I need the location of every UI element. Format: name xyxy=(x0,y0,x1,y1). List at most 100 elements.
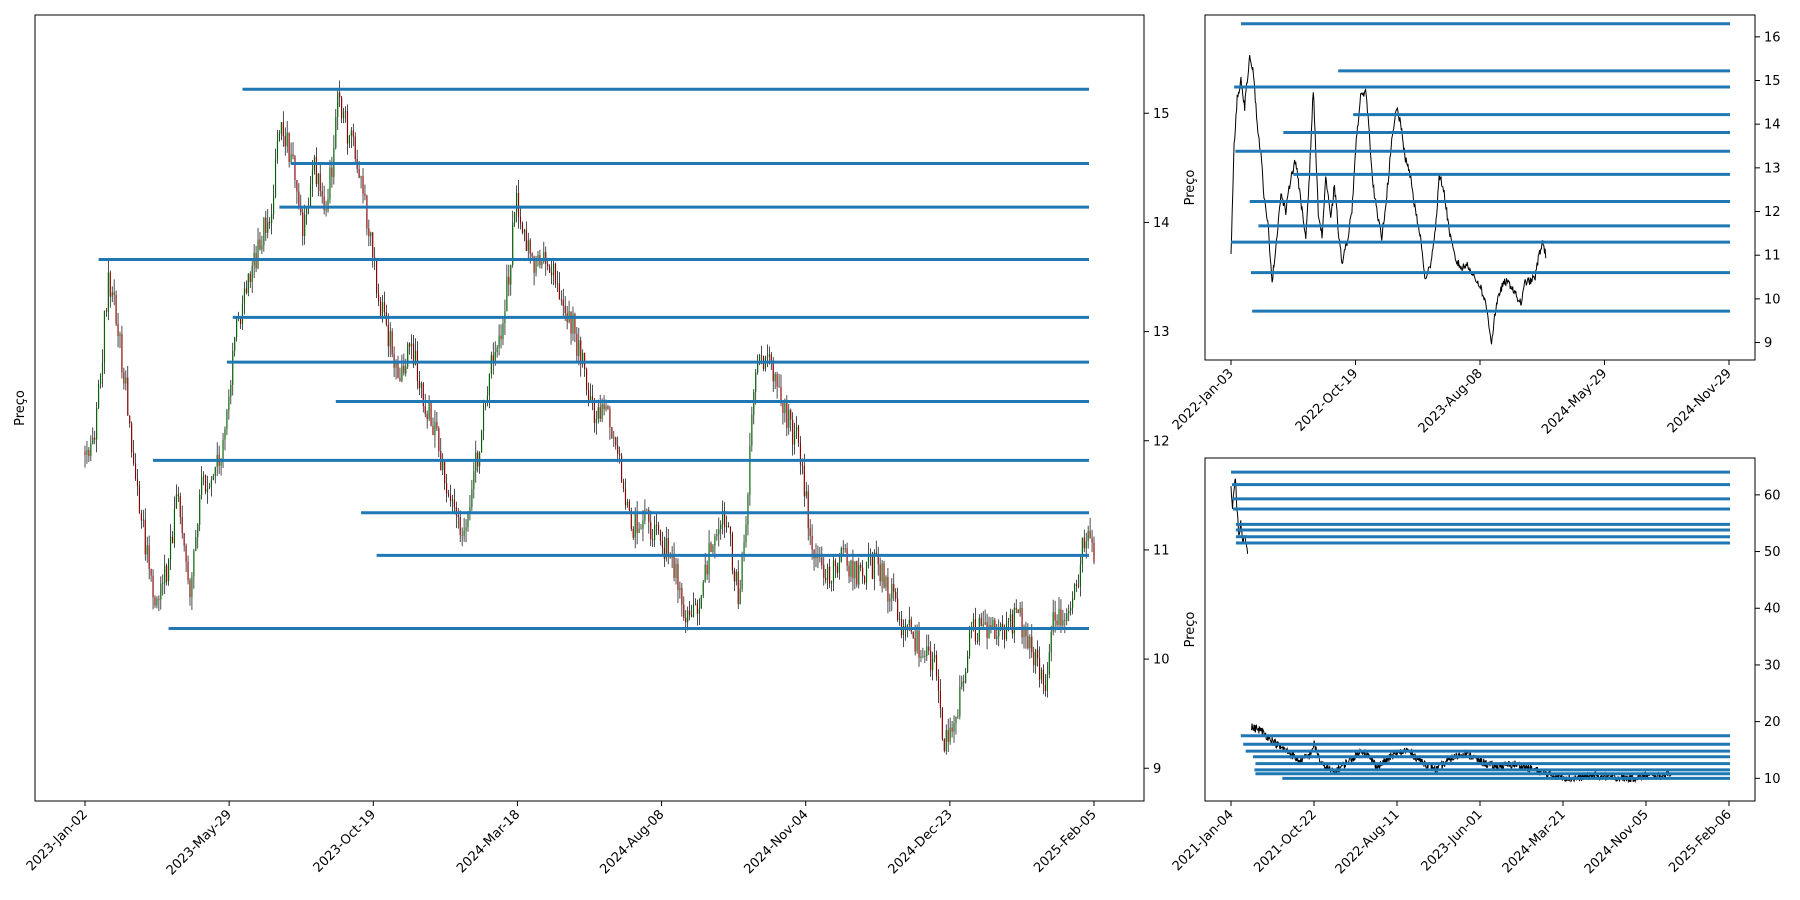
candle-body xyxy=(1044,684,1046,691)
candle-body xyxy=(302,212,304,236)
candle-body xyxy=(708,543,710,575)
candle-body xyxy=(893,584,895,593)
candle-body xyxy=(510,265,512,285)
candle-body xyxy=(1017,609,1019,613)
candle-body xyxy=(1033,652,1035,666)
candle-body xyxy=(1011,614,1013,634)
candle-body xyxy=(681,588,683,605)
candle-body xyxy=(212,475,214,480)
candle-body xyxy=(377,293,380,302)
candle-body xyxy=(494,351,496,362)
candle-body xyxy=(166,565,168,582)
candle-body xyxy=(766,356,768,358)
candle-body xyxy=(778,386,780,388)
candle-body xyxy=(467,511,469,528)
candle-body xyxy=(714,536,716,546)
candle-body xyxy=(632,528,634,538)
candle-body xyxy=(974,619,976,642)
candle-body xyxy=(1002,623,1004,630)
candle-body xyxy=(696,603,698,614)
candle-body xyxy=(704,564,706,583)
candle-body xyxy=(891,584,893,599)
candle-body xyxy=(300,207,302,213)
candle-body xyxy=(1058,609,1060,625)
candle-body xyxy=(183,533,185,546)
candle-body xyxy=(426,414,428,419)
candle-body xyxy=(484,402,487,407)
candle-body xyxy=(702,582,704,596)
candle-body xyxy=(922,656,924,657)
candle-body xyxy=(935,655,938,677)
candle-body xyxy=(965,671,967,683)
candle-body xyxy=(1050,631,1052,653)
candle-body xyxy=(830,581,833,584)
x-tick-label: 2022-Jan-03 xyxy=(1170,366,1237,433)
candle-body xyxy=(430,401,432,426)
candle-body xyxy=(968,631,971,657)
candle-body xyxy=(1066,613,1068,621)
candle-body xyxy=(751,414,753,446)
candle-body xyxy=(84,451,86,455)
candle-body xyxy=(626,502,628,506)
x-tick-label: 2023-Aug-08 xyxy=(1416,366,1486,436)
candle-body xyxy=(1005,623,1008,640)
candle-body xyxy=(214,467,216,476)
candle-body xyxy=(1052,612,1054,632)
candle-body xyxy=(963,681,965,683)
candle-body xyxy=(867,555,870,563)
candle-body xyxy=(103,310,106,363)
candle-body xyxy=(1035,649,1037,666)
candle-body xyxy=(654,524,656,540)
candle-body xyxy=(210,479,212,488)
candle-body xyxy=(523,229,525,233)
x-tick-label: 2021-Oct-22 xyxy=(1251,807,1319,875)
candle-body xyxy=(930,650,932,671)
candle-body xyxy=(383,302,385,313)
candle-body xyxy=(360,176,362,178)
candle-body xyxy=(554,263,557,284)
candle-body xyxy=(1054,612,1056,621)
candle-body xyxy=(609,408,611,428)
candle-body xyxy=(819,557,821,559)
candle-body xyxy=(677,563,679,591)
candle-body xyxy=(1025,626,1027,637)
candle-body xyxy=(535,258,537,273)
candle-body xyxy=(156,598,158,606)
data-marks xyxy=(84,80,1095,755)
y-tick-label: 12 xyxy=(1153,434,1170,449)
candle-body xyxy=(449,495,452,501)
y-tick-label: 12 xyxy=(1764,205,1781,220)
candle-body xyxy=(92,437,94,444)
candle-body xyxy=(710,543,712,553)
candle-body xyxy=(827,566,829,581)
candle-body xyxy=(877,555,879,565)
y-tick-label: 40 xyxy=(1764,602,1781,617)
candle-body xyxy=(496,347,498,352)
candle-body xyxy=(123,372,125,384)
x-tick-label: 2024-Nov-05 xyxy=(1582,807,1652,877)
candle-body xyxy=(206,488,209,493)
candle-body xyxy=(173,508,176,544)
candle-body xyxy=(945,730,947,751)
x-tick-label: 2024-Nov-29 xyxy=(1665,366,1735,436)
candle-body xyxy=(521,223,524,233)
candle-body xyxy=(725,525,728,528)
top-right-line-panel: 9 10 11 12 13 14 15 16 2022-Jan-03 2022-Oct-19 202… xyxy=(1170,14,1781,437)
candle-body xyxy=(323,196,325,210)
candle-body xyxy=(294,156,296,181)
candle-body xyxy=(924,656,926,657)
candle-body xyxy=(354,136,356,160)
candle-body xyxy=(832,560,835,582)
candle-body xyxy=(673,554,675,578)
candle-body xyxy=(506,276,508,312)
candle-body xyxy=(564,305,566,314)
candle-body xyxy=(1029,636,1031,649)
x-tick-label: 2024-Dec-23 xyxy=(886,807,956,877)
candle-body xyxy=(910,619,912,632)
candle-body xyxy=(926,646,928,657)
candle-body xyxy=(937,676,940,691)
candle-body xyxy=(236,316,238,338)
candle-body xyxy=(687,610,689,623)
candle-body xyxy=(599,407,601,419)
candle-body xyxy=(259,239,261,250)
